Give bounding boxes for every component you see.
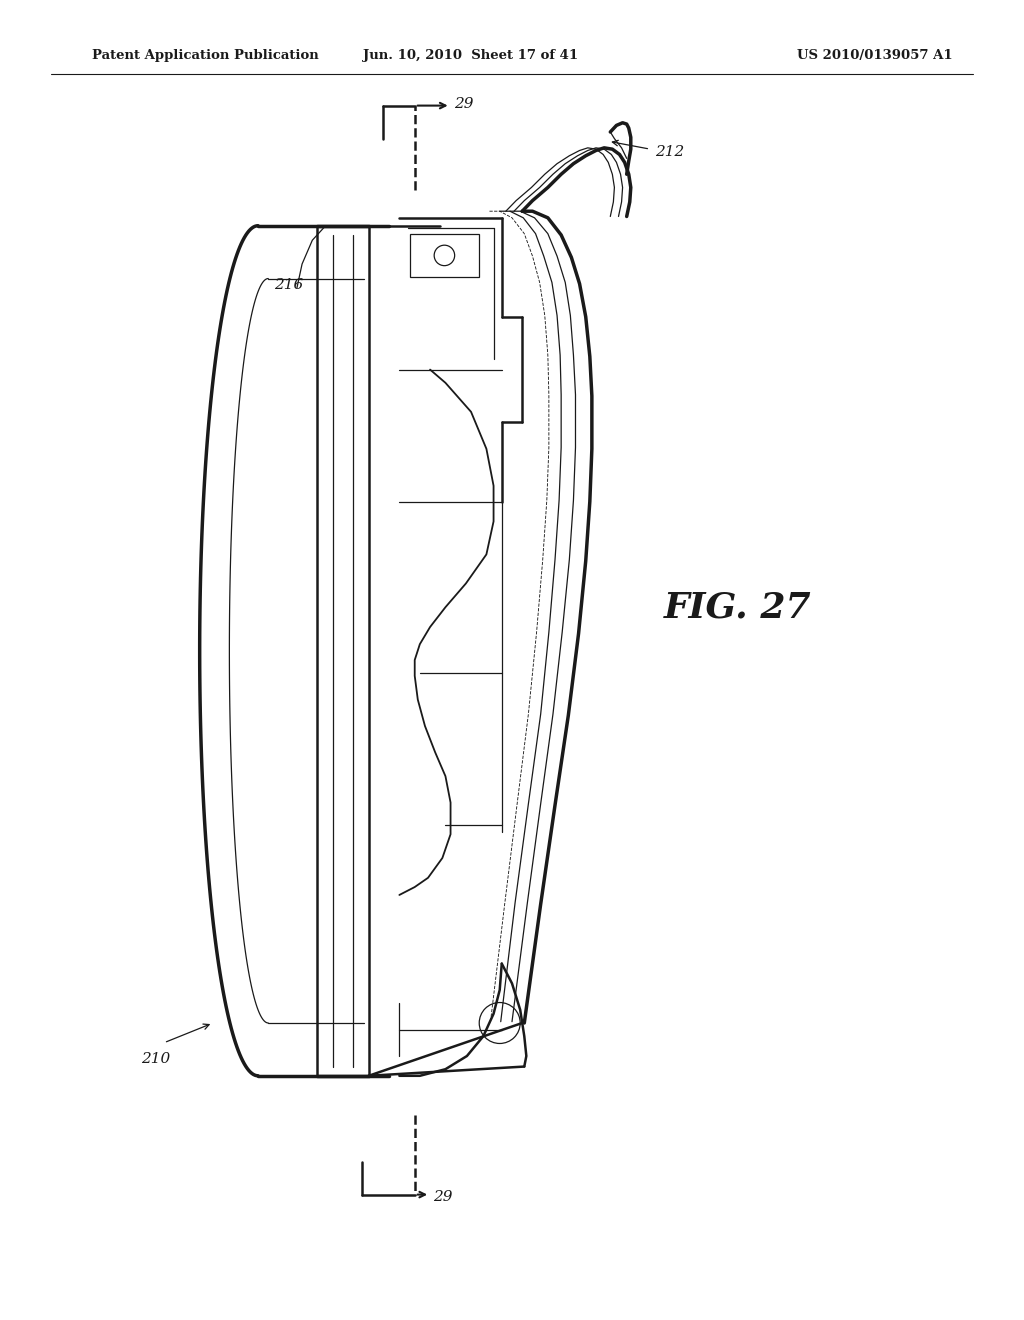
Text: 212: 212: [655, 145, 685, 158]
Text: US 2010/0139057 A1: US 2010/0139057 A1: [797, 49, 952, 62]
Text: FIG. 27: FIG. 27: [664, 590, 811, 624]
Text: 29: 29: [433, 1191, 453, 1204]
Text: Jun. 10, 2010  Sheet 17 of 41: Jun. 10, 2010 Sheet 17 of 41: [364, 49, 579, 62]
Text: Patent Application Publication: Patent Application Publication: [92, 49, 318, 62]
Text: 216: 216: [274, 279, 304, 292]
Text: 210: 210: [141, 1052, 171, 1065]
Text: 29: 29: [454, 98, 473, 111]
